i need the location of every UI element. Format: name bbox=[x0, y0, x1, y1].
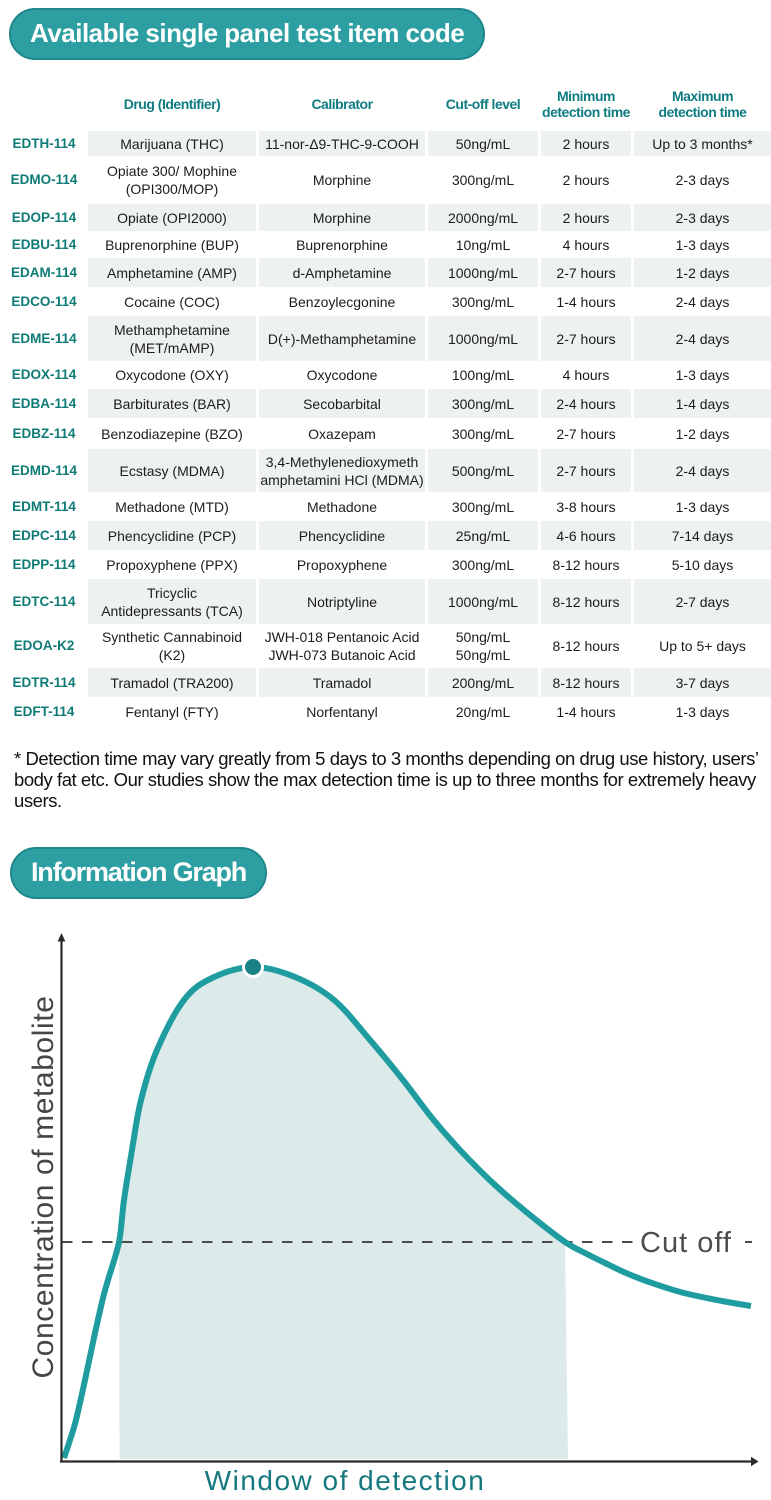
svg-text:Cut off: Cut off bbox=[640, 1227, 732, 1259]
svg-text:Window of detection: Window of detection bbox=[205, 1465, 486, 1496]
svg-text:Concentration of metabolite: Concentration of metabolite bbox=[27, 995, 60, 1378]
